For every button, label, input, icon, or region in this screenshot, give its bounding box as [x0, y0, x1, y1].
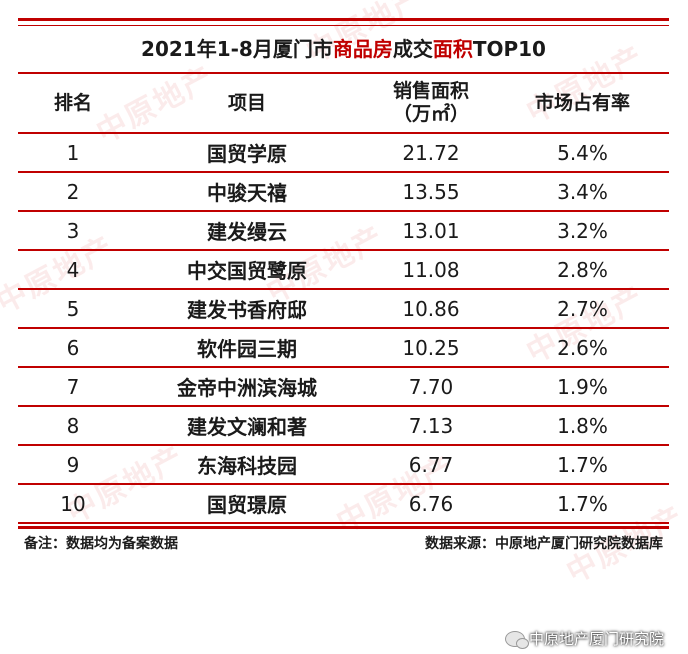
header-area-line2: （万㎡） [392, 103, 469, 125]
table-row: 10 国贸璟原 6.76 1.7% [18, 484, 669, 524]
footer-source: 数据来源：中原地产厦门研究院数据库 [425, 536, 663, 552]
report-frame: 2021年1-8月厦门市商品房成交面积TOP10 排名 项目 销售面积 （万㎡）… [18, 8, 669, 557]
title-suffix: TOP10 [472, 37, 546, 61]
cell-area: 13.55 [366, 172, 496, 212]
table-header-row: 排名 项目 销售面积 （万㎡） 市场占有率 [18, 72, 669, 134]
cell-share: 3.4% [496, 172, 669, 212]
cell-project: 中交国贸鹭原 [128, 250, 366, 290]
cell-share: 2.7% [496, 289, 669, 329]
cell-project: 国贸学原 [128, 133, 366, 173]
table-row: 4 中交国贸鹭原 11.08 2.8% [18, 250, 669, 290]
top-rule [18, 18, 669, 21]
cell-rank: 3 [18, 211, 128, 251]
cell-area: 6.76 [366, 484, 496, 524]
table-row: 2 中骏天禧 13.55 3.4% [18, 172, 669, 212]
cell-area: 7.13 [366, 406, 496, 446]
title-middle: 成交 [392, 37, 433, 61]
table-row: 6 软件园三期 10.25 2.6% [18, 328, 669, 368]
cell-rank: 9 [18, 445, 128, 485]
cell-area: 11.08 [366, 250, 496, 290]
cell-project: 东海科技园 [128, 445, 366, 485]
top-rule-thin [18, 25, 669, 26]
cell-project: 中骏天禧 [128, 172, 366, 212]
cell-share: 1.7% [496, 484, 669, 524]
table-row: 3 建发缦云 13.01 3.2% [18, 211, 669, 251]
table-row: 1 国贸学原 21.72 5.4% [18, 133, 669, 173]
cell-rank: 4 [18, 250, 128, 290]
cell-rank: 5 [18, 289, 128, 329]
header-area-line1: 销售面积 [392, 80, 469, 102]
title-prefix: 2021年1-8月厦门市 [141, 37, 333, 61]
cell-share: 1.7% [496, 445, 669, 485]
footer: 备注：数据均为备案数据 数据来源：中原地产厦门研究院数据库 [18, 529, 669, 557]
cell-area: 6.77 [366, 445, 496, 485]
cell-rank: 8 [18, 406, 128, 446]
cell-area: 10.25 [366, 328, 496, 368]
title-highlight: 面积 [432, 37, 473, 61]
wechat-account-badge: 中原地产厦门研究院 [504, 628, 664, 649]
table-row: 5 建发书香府邸 10.86 2.7% [18, 289, 669, 329]
wechat-account-name: 中原地产厦门研究院 [528, 630, 664, 648]
cell-project: 建发缦云 [128, 211, 366, 251]
table-row: 7 金帝中洲滨海城 7.70 1.9% [18, 367, 669, 407]
cell-share: 1.9% [496, 367, 669, 407]
cell-rank: 6 [18, 328, 128, 368]
cell-project: 建发文澜和著 [128, 406, 366, 446]
title-highlight: 商品房 [332, 37, 393, 61]
cell-project: 软件园三期 [128, 328, 366, 368]
ranking-table: 排名 项目 销售面积 （万㎡） 市场占有率 1 国贸学原 21.72 5.4% … [18, 72, 669, 524]
header-area: 销售面积 （万㎡） [366, 72, 496, 134]
cell-area: 13.01 [366, 211, 496, 251]
cell-area: 10.86 [366, 289, 496, 329]
report-title: 2021年1-8月厦门市商品房成交面积TOP10 [18, 26, 669, 72]
cell-project: 金帝中洲滨海城 [128, 367, 366, 407]
header-rank: 排名 [18, 72, 128, 134]
header-share: 市场占有率 [496, 72, 669, 134]
table-row: 8 建发文澜和著 7.13 1.8% [18, 406, 669, 446]
cell-share: 2.6% [496, 328, 669, 368]
cell-area: 21.72 [366, 133, 496, 173]
cell-share: 3.2% [496, 211, 669, 251]
header-project: 项目 [128, 72, 366, 134]
cell-share: 1.8% [496, 406, 669, 446]
table-row: 9 东海科技园 6.77 1.7% [18, 445, 669, 485]
cell-rank: 7 [18, 367, 128, 407]
footer-note: 备注：数据均为备案数据 [24, 536, 178, 552]
cell-rank: 2 [18, 172, 128, 212]
footer-rule [18, 526, 669, 529]
cell-share: 5.4% [496, 133, 669, 173]
cell-rank: 10 [18, 484, 128, 524]
cell-area: 7.70 [366, 367, 496, 407]
wechat-icon [504, 630, 529, 649]
cell-rank: 1 [18, 133, 128, 173]
cell-project: 国贸璟原 [128, 484, 366, 524]
cell-project: 建发书香府邸 [128, 289, 366, 329]
cell-share: 2.8% [496, 250, 669, 290]
